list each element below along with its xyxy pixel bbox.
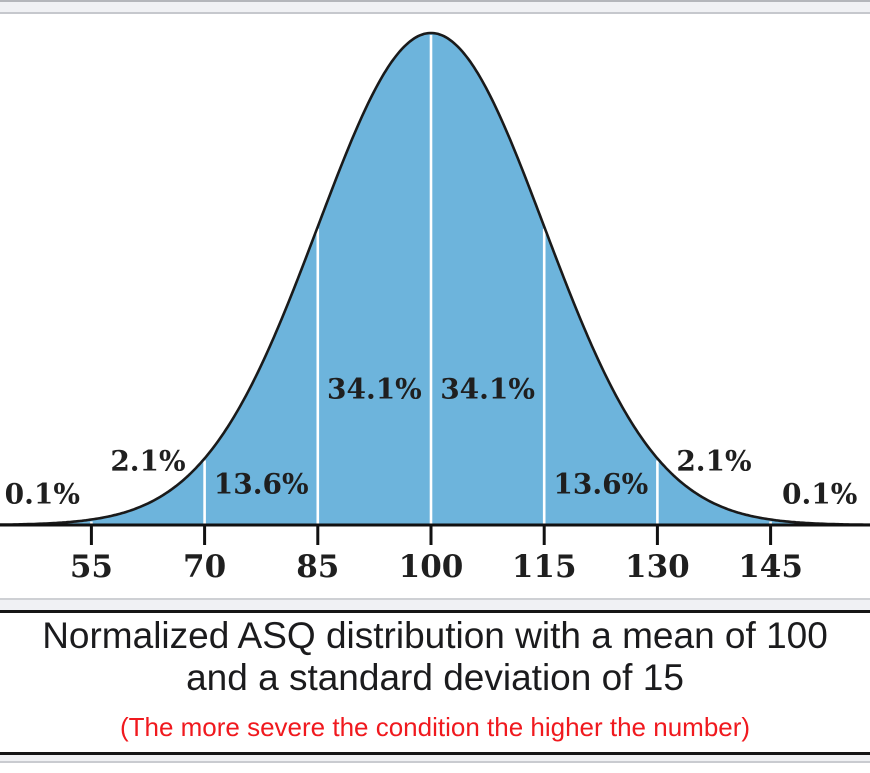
tick-label: 115 <box>512 549 577 585</box>
tick-label: 130 <box>625 549 690 585</box>
axis-tick-labels: 55 70 85 100 115 130 145 <box>70 549 803 585</box>
percentage-label: 13.6% <box>553 468 648 501</box>
top-divider <box>0 0 870 14</box>
axis-tick-marks <box>89 526 773 545</box>
tick-label: 85 <box>296 549 339 585</box>
tick-label: 145 <box>738 549 803 585</box>
tick-label: 55 <box>70 549 113 585</box>
percentage-label: 34.1% <box>327 373 422 406</box>
caption-line2: and a standard deviation of 15 <box>186 657 684 698</box>
tick-label: 100 <box>399 549 464 585</box>
caption-note: (The more severe the condition the highe… <box>119 712 751 742</box>
percentage-label: 13.6% <box>214 468 309 501</box>
bell-curve-chart: 55 70 85 100 115 130 145 0.1% 2.1% 13.6% 34.1% 34.… <box>0 31 870 585</box>
caption-line1: Normalized ASQ distribution with a mean … <box>42 615 828 656</box>
caption-top-border <box>0 598 870 613</box>
percentage-label: 0.1% <box>782 478 857 511</box>
curve-fill-area <box>0 33 870 525</box>
percentage-label: 34.1% <box>440 373 535 406</box>
percentage-label: 2.1% <box>110 445 185 478</box>
figure-caption: Normalized ASQ distribution with a mean … <box>0 598 870 773</box>
caption-bottom-border <box>0 752 870 763</box>
percentage-label: 2.1% <box>676 445 751 478</box>
tick-label: 70 <box>183 549 226 585</box>
curve-outline <box>0 31 870 526</box>
percentage-labels: 0.1% 2.1% 13.6% 34.1% 34.1% 13.6% 2.1% 0.1% <box>5 373 858 511</box>
percentage-label: 0.1% <box>5 478 80 511</box>
sigma-divider-lines <box>90 35 772 525</box>
